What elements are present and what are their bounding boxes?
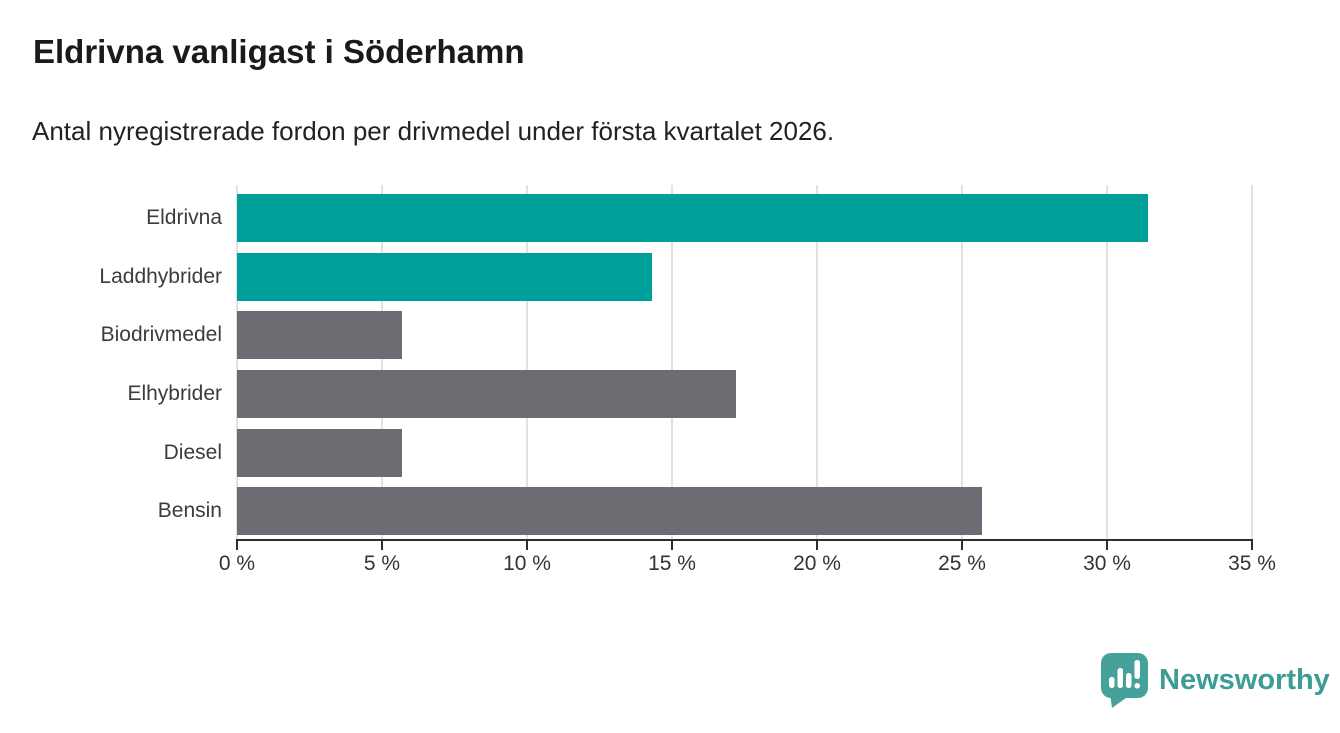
gridline (961, 185, 963, 539)
gridline (1251, 185, 1253, 539)
gridline (236, 185, 238, 539)
bar (237, 194, 1148, 242)
x-axis-line (236, 539, 1253, 541)
bar (237, 429, 403, 477)
chart-subtitle: Antal nyregistrerade fordon per drivmede… (32, 116, 835, 146)
category-label: Laddhybrider (99, 265, 222, 288)
gridline (381, 185, 383, 539)
gridline (671, 185, 673, 539)
gridline (1106, 185, 1108, 539)
bar (237, 487, 983, 535)
x-tick-label: 35 % (1228, 552, 1276, 575)
x-tick-label: 20 % (793, 552, 841, 575)
x-tick (671, 541, 673, 550)
x-tick-label: 15 % (648, 552, 696, 575)
chart-title: Eldrivna vanligast i Söderhamn (33, 33, 525, 70)
bar (237, 253, 652, 301)
x-tick-label: 10 % (503, 552, 551, 575)
gridline (526, 185, 528, 539)
x-tick-label: 30 % (1083, 552, 1131, 575)
category-label: Eldrivna (146, 206, 222, 229)
gridline (816, 185, 818, 539)
bar (237, 311, 403, 359)
newsworthy-logo: Newsworthy (1100, 652, 1330, 708)
x-tick (236, 541, 238, 550)
x-tick-label: 5 % (363, 552, 401, 575)
category-label: Elhybrider (127, 382, 222, 405)
newsworthy-brand-text: Newsworthy (1159, 664, 1330, 696)
category-label: Biodrivmedel (100, 323, 222, 346)
bar (237, 370, 736, 418)
x-tick (816, 541, 818, 550)
category-label: Diesel (163, 441, 222, 464)
x-tick-label: 0 % (218, 552, 256, 575)
category-label: Bensin (157, 499, 222, 522)
x-tick (1251, 541, 1253, 550)
x-tick (1106, 541, 1108, 550)
x-tick (961, 541, 963, 550)
x-tick (526, 541, 528, 550)
x-tick (381, 541, 383, 550)
newsworthy-logo-icon (1101, 653, 1148, 708)
x-tick-label: 25 % (938, 552, 986, 575)
